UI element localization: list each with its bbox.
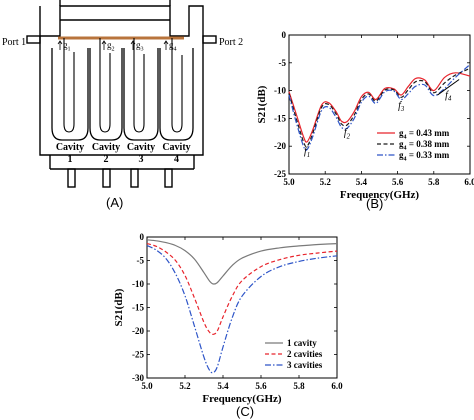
y-tick-label: -30 bbox=[132, 373, 144, 383]
resonator-rod bbox=[171, 38, 183, 133]
housing-outline bbox=[39, 5, 204, 156]
tuning-stub-4 bbox=[164, 168, 173, 188]
x-tick-label: 5.8 bbox=[428, 177, 440, 187]
cavity-wall bbox=[123, 48, 159, 141]
y-tick-label: -25 bbox=[132, 350, 144, 360]
annotation-2: f2 bbox=[344, 128, 351, 141]
x-tick-label: 5.4 bbox=[217, 381, 229, 391]
port1-stub bbox=[26, 35, 41, 44]
cavity-label-1: Cavity bbox=[56, 142, 84, 153]
series-line-3 bbox=[146, 244, 338, 374]
resonator-rod bbox=[99, 38, 111, 133]
y-tick-label: -5 bbox=[137, 256, 145, 266]
x-tick-label: 5.6 bbox=[255, 381, 267, 391]
cavity-number-1: 1 bbox=[68, 154, 73, 165]
gap-label-1: g1 bbox=[63, 40, 71, 53]
x-tick-label: 5.0 bbox=[283, 177, 295, 187]
tuning-stub-2 bbox=[102, 168, 111, 188]
resonator-rod bbox=[63, 38, 75, 133]
annotation-1: f1 bbox=[304, 146, 310, 159]
tuning-stub-1 bbox=[67, 168, 76, 188]
legend-label-2: 2 cavities bbox=[287, 349, 323, 359]
filter-diagram bbox=[26, 0, 217, 188]
cavity-wall bbox=[159, 48, 194, 141]
series-line-1 bbox=[288, 72, 471, 143]
x-tick-label: 6.0 bbox=[331, 381, 343, 391]
legend-label-1: g4 = 0.43 mm bbox=[399, 128, 450, 141]
cavity-group bbox=[51, 38, 194, 141]
y-tick-label: 0 bbox=[282, 30, 287, 40]
series-line-2 bbox=[146, 243, 338, 335]
series-line-1 bbox=[146, 239, 338, 285]
legend-label-3: 3 cavities bbox=[287, 360, 323, 370]
chart-b: 5.0 5.2 5.4 5.6 5.8 6.0 -25 -20 -15 -10 -5 0 Frequen… bbox=[256, 30, 474, 201]
y-tick-label: -20 bbox=[132, 326, 144, 336]
y-tick-label: -10 bbox=[274, 86, 286, 96]
cavity-number-2: 2 bbox=[104, 154, 109, 165]
y-tick-label: -10 bbox=[132, 279, 144, 289]
y-tick-label: -20 bbox=[274, 141, 286, 151]
x-tick-label: 6.0 bbox=[464, 177, 474, 187]
panel-label-a: (A) bbox=[106, 195, 123, 210]
gap-arrow-head bbox=[57, 40, 63, 45]
y-tick-label: -15 bbox=[132, 303, 144, 313]
legend-label-3: g4 = 0.33 mm bbox=[399, 150, 450, 163]
y-axis-label: S21(dB) bbox=[113, 288, 125, 326]
y-tick-label: -15 bbox=[274, 113, 286, 123]
x-tick-label: 5.0 bbox=[141, 381, 153, 391]
x-axis-label: Frequency(GHz) bbox=[340, 189, 420, 201]
port2-label: Port 2 bbox=[219, 37, 243, 48]
cavity-number-4: 4 bbox=[174, 154, 179, 165]
annotation-3: f3 bbox=[398, 100, 405, 113]
cavity-number-3: 3 bbox=[139, 154, 144, 165]
panel-label-b: (B) bbox=[366, 196, 383, 211]
series-line-3 bbox=[288, 64, 471, 151]
gap-labels: g1 g2 g3 g4 bbox=[63, 40, 177, 53]
legend-label-2: g4 = 0.38 mm bbox=[399, 139, 450, 152]
y-tick-label: 0 bbox=[140, 232, 145, 242]
gap-label-3: g3 bbox=[136, 40, 144, 53]
y-tick-label: -5 bbox=[279, 58, 287, 68]
y-tick-label: -25 bbox=[274, 169, 286, 179]
chart-c: 5.0 5.2 5.4 5.6 5.8 6.0 -30 -25 -20 -15 -10 -5 0 Freq… bbox=[113, 232, 343, 405]
port1-label: Port 1 bbox=[2, 37, 26, 48]
annotation-4: f4 bbox=[445, 90, 452, 103]
legend-label-1: 1 cavity bbox=[287, 338, 317, 348]
tuning-stub-3 bbox=[130, 168, 139, 188]
cavity-label-4: Cavity bbox=[162, 142, 190, 153]
f4-pointer-line bbox=[437, 79, 460, 96]
panel-label-c: (C) bbox=[236, 404, 254, 419]
resonator-rod bbox=[133, 38, 145, 133]
y-axis-label: S21(dB) bbox=[256, 85, 268, 123]
cavity-label-2: Cavity bbox=[92, 142, 120, 153]
x-axis-label: Frequency(GHz) bbox=[202, 393, 282, 405]
x-tick-label: 5.2 bbox=[179, 381, 191, 391]
series-line-2 bbox=[288, 67, 471, 148]
gap-arrow-head bbox=[101, 40, 107, 45]
gap-arrow-head bbox=[130, 40, 136, 45]
x-tick-label: 5.8 bbox=[293, 381, 305, 391]
plot-frame bbox=[288, 34, 471, 175]
cavity-label-3: Cavity bbox=[127, 142, 155, 153]
housing-top-lid bbox=[59, 0, 171, 6]
gap-label-2: g2 bbox=[107, 40, 115, 53]
port2-stub bbox=[202, 35, 217, 44]
x-tick-label: 5.6 bbox=[392, 177, 404, 187]
x-tick-label: 5.2 bbox=[320, 177, 332, 187]
gap-label-4: g4 bbox=[169, 40, 177, 53]
cavity-wall bbox=[89, 48, 123, 141]
x-tick-label: 5.4 bbox=[356, 177, 368, 187]
cavity-wall bbox=[51, 48, 89, 141]
gap-arrow-head bbox=[163, 40, 169, 45]
